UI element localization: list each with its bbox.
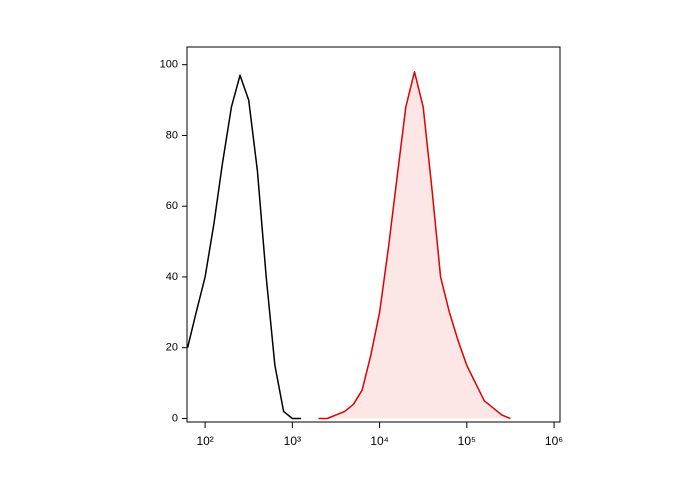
y-tick-label: 100 [160,59,178,71]
y-tick-label: 60 [166,200,178,212]
y-tick-label: 20 [166,342,178,354]
y-tick-label: 40 [166,271,178,283]
x-tick-label: 10⁵ [458,434,476,448]
plot-frame [186,46,561,423]
area-fill [318,71,511,419]
y-tick-label: 80 [166,129,178,141]
x-tick-label: 10³ [284,434,301,448]
series-line [318,71,511,420]
x-tick-label: 10⁶ [545,434,563,448]
series-line [186,74,302,420]
x-tick-label: 10⁴ [370,434,389,448]
x-tick-label: 10² [196,434,213,448]
y-tick-label: 0 [172,412,178,424]
